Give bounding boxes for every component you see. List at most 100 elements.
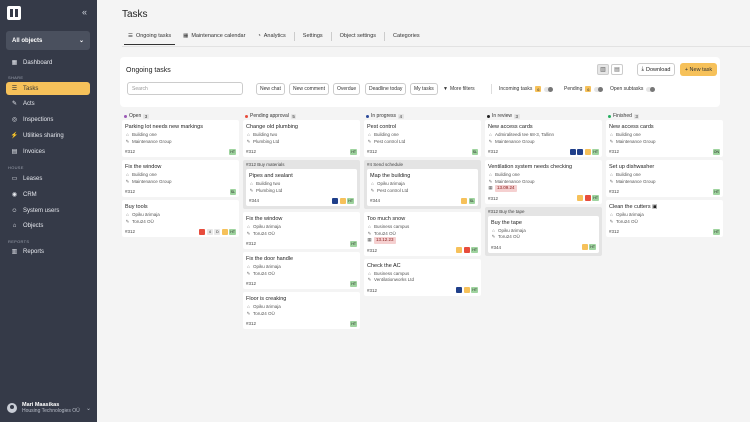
sidebar: « All objects ⌄ ▦ Dashboard SHARE ☰ Tasks … bbox=[0, 0, 97, 422]
app-logo[interactable] bbox=[7, 6, 21, 20]
user-menu[interactable]: Mari Maasikas Housing Technologies OÜ ⌄ bbox=[7, 399, 91, 417]
card-meta-text: Maintenance Group bbox=[616, 178, 656, 184]
sidebar-item-utilities[interactable]: ⚡ Utilities sharing bbox=[6, 129, 90, 142]
section-share: SHARE bbox=[8, 75, 24, 80]
tab-categories[interactable]: Categories bbox=[387, 30, 426, 42]
filter-overdue[interactable]: Overdue bbox=[333, 83, 361, 95]
filter-my-tasks[interactable]: My tasks bbox=[410, 83, 438, 95]
sidebar-item-inspections[interactable]: ◎ Inspections bbox=[6, 113, 90, 126]
column-count: 5 bbox=[290, 113, 297, 119]
card-badges: HT bbox=[350, 148, 357, 155]
card-meta-line: ✎ Plumbing Ltd bbox=[249, 188, 354, 195]
building-icon: ⌂ bbox=[126, 212, 129, 217]
tab-maintenance-calendar[interactable]: ▦ Maintenance calendar bbox=[177, 30, 251, 42]
status-badge bbox=[221, 228, 228, 235]
card-badges: HT bbox=[350, 280, 357, 287]
download-icon: ⤓ bbox=[641, 66, 644, 72]
card-footer: #312 HT bbox=[488, 195, 599, 202]
task-card[interactable]: Clean the cutters ▣ ⌂ Opiku ärimaja ✎ Toru24… bbox=[606, 200, 723, 237]
tab-label: Ongoing tasks bbox=[135, 33, 172, 39]
wrench-icon: ✎ bbox=[125, 138, 130, 144]
column-header: In review 3 bbox=[485, 112, 602, 120]
sidebar-item-acts[interactable]: ✎ Acts bbox=[6, 97, 90, 110]
toggle-switch[interactable] bbox=[544, 86, 554, 92]
sidebar-item-objects[interactable]: ⌂ Objects bbox=[6, 219, 90, 232]
task-card[interactable]: New access cards ⌂ Admiraliteedi tee 68-3,… bbox=[485, 120, 602, 157]
crm-icon: ◉ bbox=[11, 192, 18, 198]
sidebar-item-dashboard[interactable]: ▦ Dashboard bbox=[6, 56, 90, 69]
toggle-switch[interactable] bbox=[594, 86, 604, 92]
card-footer: #312 HT bbox=[246, 280, 357, 287]
tab-analytics[interactable]: ◔ Analytics bbox=[251, 30, 291, 42]
sidebar-item-leases[interactable]: ▭ Leases bbox=[6, 172, 90, 185]
column-count: 3 bbox=[143, 113, 149, 119]
tab-object-settings[interactable]: Object settings bbox=[334, 30, 382, 42]
wrench-icon: ✎ bbox=[609, 138, 614, 144]
search-input[interactable]: Search bbox=[127, 82, 243, 95]
task-card[interactable]: New access cards ⌂ Building one ✎ Maintenanc… bbox=[606, 120, 723, 157]
board-view-button[interactable]: ▥ bbox=[597, 64, 609, 75]
sidebar-item-label: Utilities sharing bbox=[23, 132, 64, 139]
collapse-sidebar-icon[interactable]: « bbox=[82, 7, 88, 17]
card-meta-line: ⌂ Opiku ärimaja bbox=[491, 228, 596, 235]
card-footer: #312 SL bbox=[125, 188, 236, 195]
task-card[interactable]: Too much snow ⌂ Business campus ✎ Toru24 OÜ ▦… bbox=[364, 212, 481, 256]
filter-new-chat[interactable]: New chat bbox=[256, 83, 285, 95]
card-title-text: Buy tools bbox=[125, 204, 148, 210]
filter-icon: ▼ bbox=[443, 86, 448, 92]
pending-toggle[interactable]: Pending 6 bbox=[564, 83, 604, 95]
tab-label: Maintenance calendar bbox=[191, 33, 246, 39]
task-card[interactable]: Pest control ⌂ Building one ✎ Pest control L… bbox=[364, 120, 481, 157]
task-card[interactable]: Fix the window ⌂ Opiku ärimaja ✎ Toru24 OÜ #3… bbox=[243, 212, 360, 249]
assignee-avatar: HT bbox=[229, 148, 236, 155]
wrench-icon: ✎ bbox=[246, 270, 251, 276]
filter-deadline-today[interactable]: Deadline today bbox=[365, 83, 407, 95]
download-button[interactable]: ⤓ Download bbox=[637, 63, 675, 76]
card-meta-text: Maintenance Group bbox=[132, 178, 172, 184]
assignee-avatar: HT bbox=[471, 247, 478, 253]
card-meta-text: Maintenance Group bbox=[495, 138, 535, 144]
sidebar-item-system-users[interactable]: ☺ System users bbox=[6, 204, 90, 217]
card-meta-line: ⌂ Opiku ärimaja bbox=[370, 181, 475, 188]
sidebar-item-label: Leases bbox=[23, 175, 43, 182]
task-card[interactable]: Floor is creaking ⌂ Opiku ärimaja ✎ Toru24 O… bbox=[243, 292, 360, 329]
section-house: HOUSE bbox=[8, 165, 24, 170]
building-icon: ⌂ bbox=[126, 132, 129, 137]
card-deadline: ▦ 13.09.24 bbox=[488, 185, 599, 192]
wrench-icon: ✎ bbox=[125, 178, 130, 184]
new-task-button[interactable]: + New task bbox=[680, 63, 717, 76]
sidebar-item-label: Reports bbox=[23, 248, 45, 255]
task-card[interactable]: Ventilation system needs checking ⌂ Buildi… bbox=[485, 160, 602, 204]
task-card[interactable]: Pipes and sealant ⌂ Building two ✎ Plumbing … bbox=[246, 169, 357, 206]
card-title: New access cards bbox=[609, 124, 720, 130]
task-card[interactable]: Check the AC ⌂ Business campus ✎ Ventilation… bbox=[364, 258, 481, 296]
open-subtasks-toggle[interactable]: Open subtasks bbox=[610, 83, 656, 95]
sidebar-item-crm[interactable]: ◉ CRM bbox=[6, 188, 90, 201]
card-footer: #344 SL bbox=[370, 197, 475, 204]
sidebar-item-invoices[interactable]: ▤ Invoices bbox=[6, 145, 90, 158]
card-meta-line: ⌂ Building one bbox=[609, 172, 720, 179]
toggle-switch[interactable] bbox=[646, 86, 656, 92]
sidebar-item-tasks[interactable]: ☰ Tasks bbox=[6, 82, 90, 95]
card-title-text: Check the AC bbox=[367, 262, 401, 269]
filter-new-comment[interactable]: New comment bbox=[289, 83, 329, 95]
task-card[interactable]: Fix the window ⌂ Building one ✎ Maintenance … bbox=[122, 160, 239, 197]
card-title-text: Parking lot needs new markings bbox=[125, 124, 203, 130]
task-card[interactable]: Parking lot needs new markings ⌂ Building … bbox=[122, 120, 239, 157]
object-selector[interactable]: All objects ⌄ bbox=[6, 31, 90, 50]
task-card[interactable]: Set up dishwasher ⌂ Building one ✎ Maintenan… bbox=[606, 160, 723, 197]
tab-ongoing-tasks[interactable]: ☰ Ongoing tasks bbox=[122, 30, 177, 45]
task-card[interactable]: Change old plumbing ⌂ Building two ✎ Plumbin… bbox=[243, 120, 360, 157]
card-meta-line: ⌂ Opiku ärimaja bbox=[246, 264, 357, 271]
task-card[interactable]: Buy the tape ⌂ Opiku ärimaja ✎ Toru24 OÜ #344… bbox=[488, 215, 599, 253]
incoming-tasks-toggle[interactable]: Incoming tasks 6 bbox=[499, 83, 554, 95]
task-card[interactable]: Map the building ⌂ Opiku ärimaja ✎ Pest cont… bbox=[367, 169, 478, 206]
sidebar-item-label: CRM bbox=[23, 191, 37, 198]
sidebar-item-reports[interactable]: ▥ Reports bbox=[6, 245, 90, 258]
table-view-button[interactable]: ▤ bbox=[611, 64, 623, 75]
tab-settings[interactable]: Settings bbox=[297, 30, 329, 42]
task-card[interactable]: Buy tools ⌂ Opiku ärimaja ✎ Toru24 OÜ #312 4 D H… bbox=[122, 200, 239, 237]
task-card[interactable]: Fix the door handle ⌂ Opiku ärimaja ✎ Toru24… bbox=[243, 252, 360, 289]
card-footer: #312 HT bbox=[609, 188, 720, 195]
more-filters-button[interactable]: ▼ More filters bbox=[443, 83, 475, 95]
